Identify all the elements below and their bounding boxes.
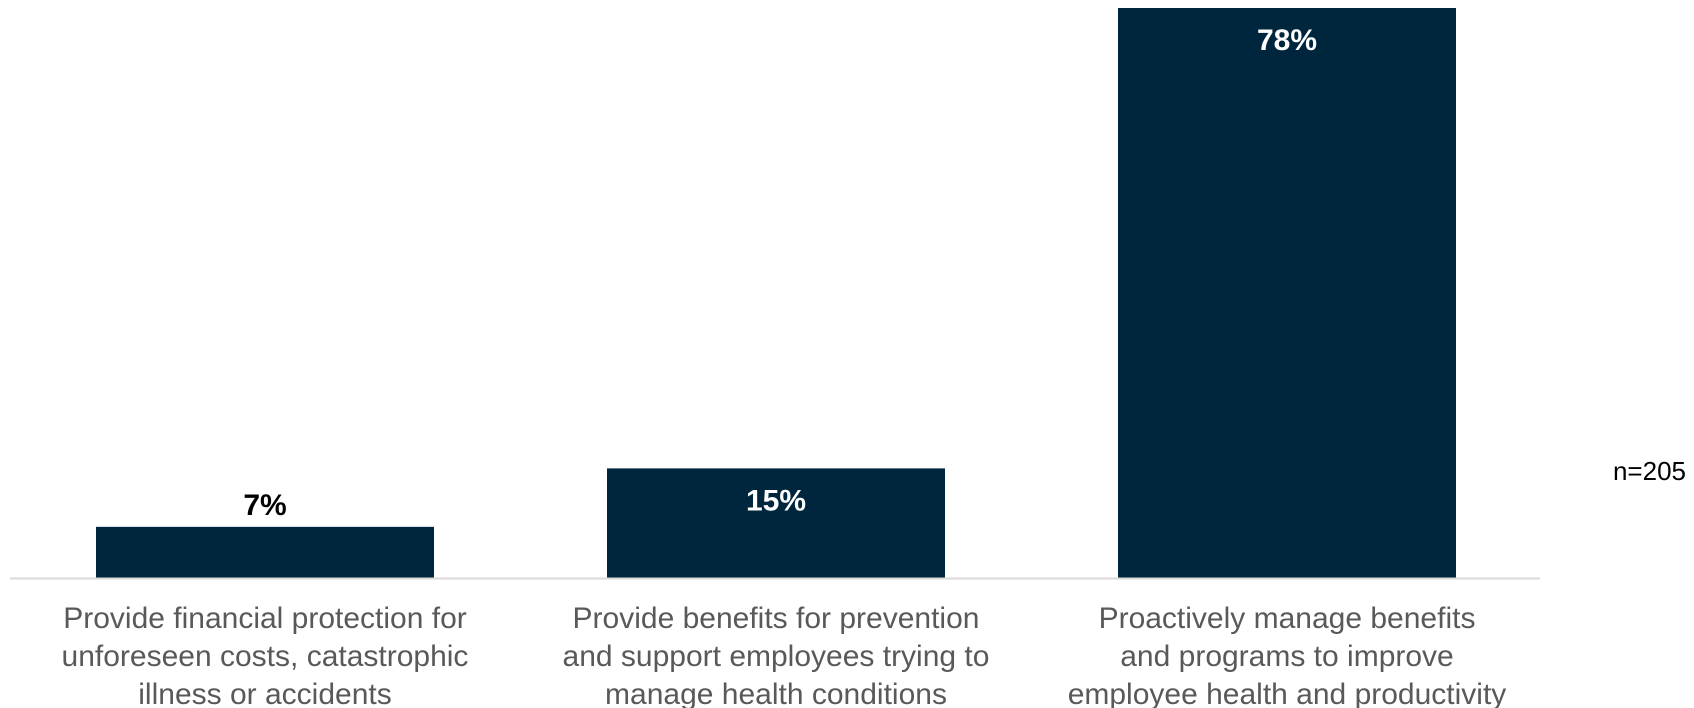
category-label-line: Provide financial protection for — [63, 602, 467, 635]
category-label-1: Provide financial protection for unforese… — [62, 602, 469, 708]
category-label-line: Provide benefits for prevention — [573, 602, 980, 635]
category-label-2: Provide benefits for prevention and suppo… — [563, 602, 990, 708]
category-label-3: Proactively manage benefits and programs … — [1068, 602, 1507, 708]
labels-layer: 7% Provide financial protection for unfore… — [62, 24, 1507, 708]
category-label-line: unforeseen costs, catastrophic — [62, 640, 469, 673]
data-label-2: 15% — [746, 484, 806, 517]
data-label-3: 78% — [1257, 24, 1317, 57]
bar-1 — [96, 526, 434, 578]
sample-size-note: n=205 — [1612, 456, 1686, 486]
category-label-line: and programs to improve — [1120, 640, 1454, 673]
bar-2 — [607, 468, 945, 578]
category-label-line: Proactively manage benefits — [1099, 602, 1476, 635]
category-label-line: and support employees trying to — [563, 640, 990, 673]
data-label-1: 7% — [243, 489, 286, 522]
category-label-line: employee health and productivity — [1068, 678, 1507, 708]
category-label-line: manage health conditions — [605, 678, 947, 708]
bar-3 — [1118, 8, 1456, 578]
bars-layer — [96, 8, 1456, 578]
category-label-line: illness or accidents — [138, 678, 391, 708]
